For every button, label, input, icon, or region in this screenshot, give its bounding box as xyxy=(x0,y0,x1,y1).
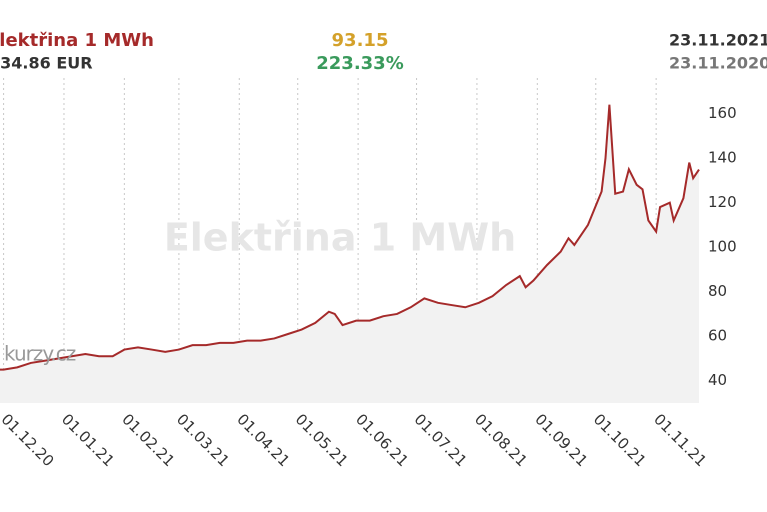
x-tick-label: 01.08.21 xyxy=(471,410,531,470)
x-tick-label: 01.01.21 xyxy=(58,410,118,470)
y-tick-label: 60 xyxy=(708,327,727,345)
title: Elektřina 1 MWh xyxy=(0,30,154,51)
y-tick-label: 100 xyxy=(708,238,737,256)
y-tick-label: 80 xyxy=(708,282,727,300)
date: 23.11.2021 xyxy=(669,31,767,50)
x-tick-label: 01.05.21 xyxy=(292,410,352,470)
x-tick-label: 01.07.21 xyxy=(411,410,471,470)
logo: kurzy.cz xyxy=(4,342,76,366)
price: 134.86 EUR xyxy=(0,54,93,73)
plot xyxy=(0,78,700,403)
line xyxy=(0,104,700,371)
y-tick-label: 140 xyxy=(708,149,737,167)
y-tick-label: 160 xyxy=(708,104,737,122)
previous-date: 23.11.2020 xyxy=(669,54,767,73)
x-tick-label: 01.10.21 xyxy=(590,410,650,470)
change: 93.15 xyxy=(332,30,389,51)
x-tick-label: 01.03.21 xyxy=(173,410,233,470)
x-tick-label: 01.04.21 xyxy=(233,410,293,470)
x-tick-label: 01.11.21 xyxy=(650,410,710,470)
area xyxy=(0,104,699,403)
y-tick-label: 40 xyxy=(708,371,727,389)
x-tick-label: 01.12.20 xyxy=(0,410,58,470)
x-tick-label: 01.09.21 xyxy=(531,410,591,470)
change-percent: 223.33% xyxy=(316,53,404,74)
watermark: Elektřina 1 MWh xyxy=(164,216,516,260)
x-tick-label: 01.02.21 xyxy=(118,410,178,470)
x-tick-label: 01.06.21 xyxy=(352,410,412,470)
y-tick-label: 120 xyxy=(708,193,737,211)
